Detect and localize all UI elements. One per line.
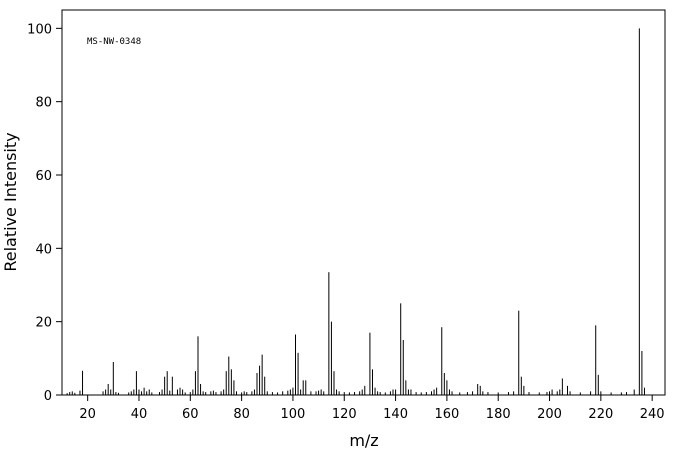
- x-tick-label: 100: [281, 407, 306, 422]
- x-axis-label: m/z: [349, 431, 378, 450]
- x-tick-label: 140: [383, 407, 408, 422]
- y-tick-label: 40: [35, 242, 52, 257]
- plot-frame: [61, 9, 666, 396]
- x-tick-label: 80: [233, 407, 250, 422]
- x-tick-label: 180: [486, 407, 511, 422]
- x-tick-label: 20: [79, 407, 96, 422]
- y-tick-label: 0: [44, 389, 52, 404]
- x-tick-label: 200: [537, 407, 562, 422]
- x-tick-label: 160: [434, 407, 459, 422]
- y-tick-label: 20: [35, 316, 52, 331]
- y-axis-label: Relative Intensity: [1, 132, 20, 271]
- x-tick-label: 220: [588, 407, 613, 422]
- x-tick-label: 60: [182, 407, 199, 422]
- x-tick-label: 40: [131, 407, 148, 422]
- x-tick-label: 120: [332, 407, 357, 422]
- x-tick-label: 240: [640, 407, 665, 422]
- y-tick-label: 100: [27, 22, 52, 37]
- y-tick-label: 80: [35, 96, 52, 111]
- y-tick-label: 60: [35, 169, 52, 184]
- annotation: MS-NW-0348: [87, 37, 141, 47]
